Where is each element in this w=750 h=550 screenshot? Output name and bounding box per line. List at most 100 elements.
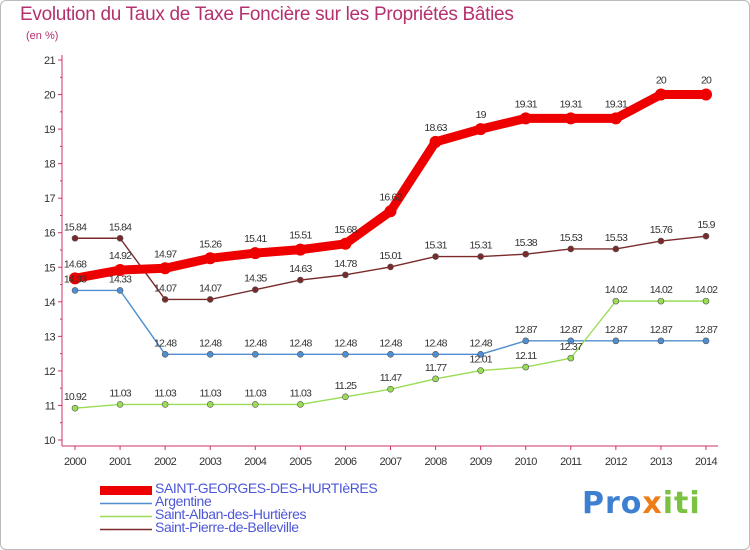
data-point-s0-2011 [564,112,577,125]
data-label-s0-2003: 15.26 [199,238,222,250]
data-point-s2-2009 [477,367,484,374]
data-point-s2-2010 [522,363,530,371]
data-point-s3-2012 [612,245,620,253]
data-label-s0-2000: 14.68 [64,258,87,270]
data-point-s3-2013 [657,237,665,245]
data-point-s2-2000 [71,404,79,412]
legend-label-s2: Saint-Alban-des-Hurtières [155,506,307,522]
data-point-s1-2013 [657,337,665,345]
x-tick-label-2001: 2001 [109,456,132,468]
data-point-s3-2009 [477,253,484,260]
x-tick-label-2011: 2011 [560,456,582,468]
y-tick-label-18: 18 [44,159,56,171]
data-label-s0-2005: 15.51 [289,230,312,242]
proxiti-logo: Proxiti [582,486,701,521]
data-label-s2-2004: 11.03 [245,387,267,399]
data-label-s3-2011: 15.53 [560,232,583,244]
data-point-s2-2003 [206,401,214,408]
data-label-s0-2008: 18.63 [424,122,447,134]
data-label-s3-2006: 14.78 [334,258,357,270]
data-point-s1-2007 [387,351,394,358]
data-label-s2-2009: 12.01 [470,354,493,366]
data-point-s1-2010 [522,337,530,345]
data-label-s3-2013: 15.76 [650,224,673,236]
data-point-s1-2011 [567,337,575,345]
data-point-s1-2009 [477,351,484,358]
data-label-s2-2013: 14.02 [650,284,673,296]
data-point-s1-2012 [612,337,620,345]
data-label-s3-2002: 14.07 [154,282,177,294]
data-point-s1-2003 [206,351,214,358]
data-point-s2-2014 [702,297,710,305]
data-point-s2-2013 [657,297,665,305]
data-point-s1-2000 [71,287,79,294]
data-label-s0-2011: 19.31 [560,98,583,110]
data-label-s1-2000: 14.33 [64,273,87,285]
y-tick-label-17: 17 [44,193,56,205]
data-point-s2-2001 [116,401,124,408]
data-label-s2-2002: 11.03 [154,387,176,399]
x-tick-label-2005: 2005 [289,456,312,468]
data-point-s2-2002 [161,401,169,408]
data-point-s1-2008 [432,351,439,358]
data-label-s0-2001: 14.92 [109,250,132,262]
y-tick-label-14: 14 [44,297,56,309]
data-point-s0-2007 [384,205,397,218]
data-label-s2-2008: 11.77 [425,362,447,374]
data-label-s3-2009: 15.31 [470,240,493,252]
data-point-s0-2000 [69,272,81,285]
data-label-s1-2004: 12.48 [244,337,267,349]
data-label-s0-2010: 19.31 [515,98,538,110]
y-tick-label-10: 10 [44,435,56,447]
x-tick-label-2006: 2006 [334,456,357,468]
data-label-s0-2006: 15.68 [334,224,357,236]
data-label-s2-2011: 12.37 [560,341,583,353]
data-point-s2-2008 [432,375,439,383]
data-label-s3-2014: 15.9 [697,219,715,231]
data-point-s1-2001 [116,287,124,294]
data-label-s3-2000: 15.84 [64,221,87,233]
data-label-s1-2011: 12.87 [560,324,583,336]
data-label-s2-2007: 11.47 [380,372,402,384]
data-point-s3-2005 [297,276,304,284]
y-tick-label-19: 19 [44,124,56,136]
y-tick-label-15: 15 [44,262,56,274]
data-point-s0-2001 [114,264,127,277]
data-point-s2-2005 [297,401,304,408]
data-label-s1-2007: 12.48 [379,337,402,349]
data-label-s1-2009: 12.48 [470,337,493,349]
x-tick-label-2007: 2007 [379,456,402,468]
data-label-s0-2004: 15.41 [244,233,267,245]
data-label-s0-2002: 14.97 [154,248,177,260]
data-point-s1-2004 [251,351,259,358]
data-label-s3-2010: 15.38 [515,237,538,249]
data-label-s3-2007: 15.01 [379,250,402,262]
data-label-s3-2001: 15.84 [109,221,132,233]
data-label-s1-2001: 14.33 [109,273,132,285]
unit-label: (en %) [26,30,59,42]
data-label-s1-2006: 12.48 [334,337,357,349]
data-point-s2-2011 [567,354,575,362]
x-tick-label-2010: 2010 [515,456,538,468]
legend-label-s0: SAINT-GEORGES-DES-HURTIèRES [155,480,378,496]
data-point-s3-2000 [71,234,79,242]
y-tick-label-20: 20 [44,90,56,102]
data-point-s0-2004 [249,247,262,260]
y-tick-label-21: 21 [44,55,56,67]
data-label-s2-2000: 10.92 [64,391,87,403]
data-point-s3-2004 [251,286,259,294]
data-label-s2-2005: 11.03 [290,387,312,399]
data-label-s0-2013: 20 [656,75,667,87]
data-label-s3-2005: 14.63 [289,263,312,275]
data-point-s3-2007 [387,263,394,271]
data-point-s3-2010 [522,250,530,258]
data-point-s0-2012 [609,112,622,125]
y-tick-label-11: 11 [45,400,56,412]
data-point-s3-2001 [116,234,124,242]
data-label-s2-2010: 12.11 [515,350,537,362]
x-tick-label-2009: 2009 [470,456,493,468]
data-label-s0-2009: 19 [476,109,487,121]
x-tick-label-2002: 2002 [154,456,177,468]
x-tick-label-2014: 2014 [695,456,718,468]
